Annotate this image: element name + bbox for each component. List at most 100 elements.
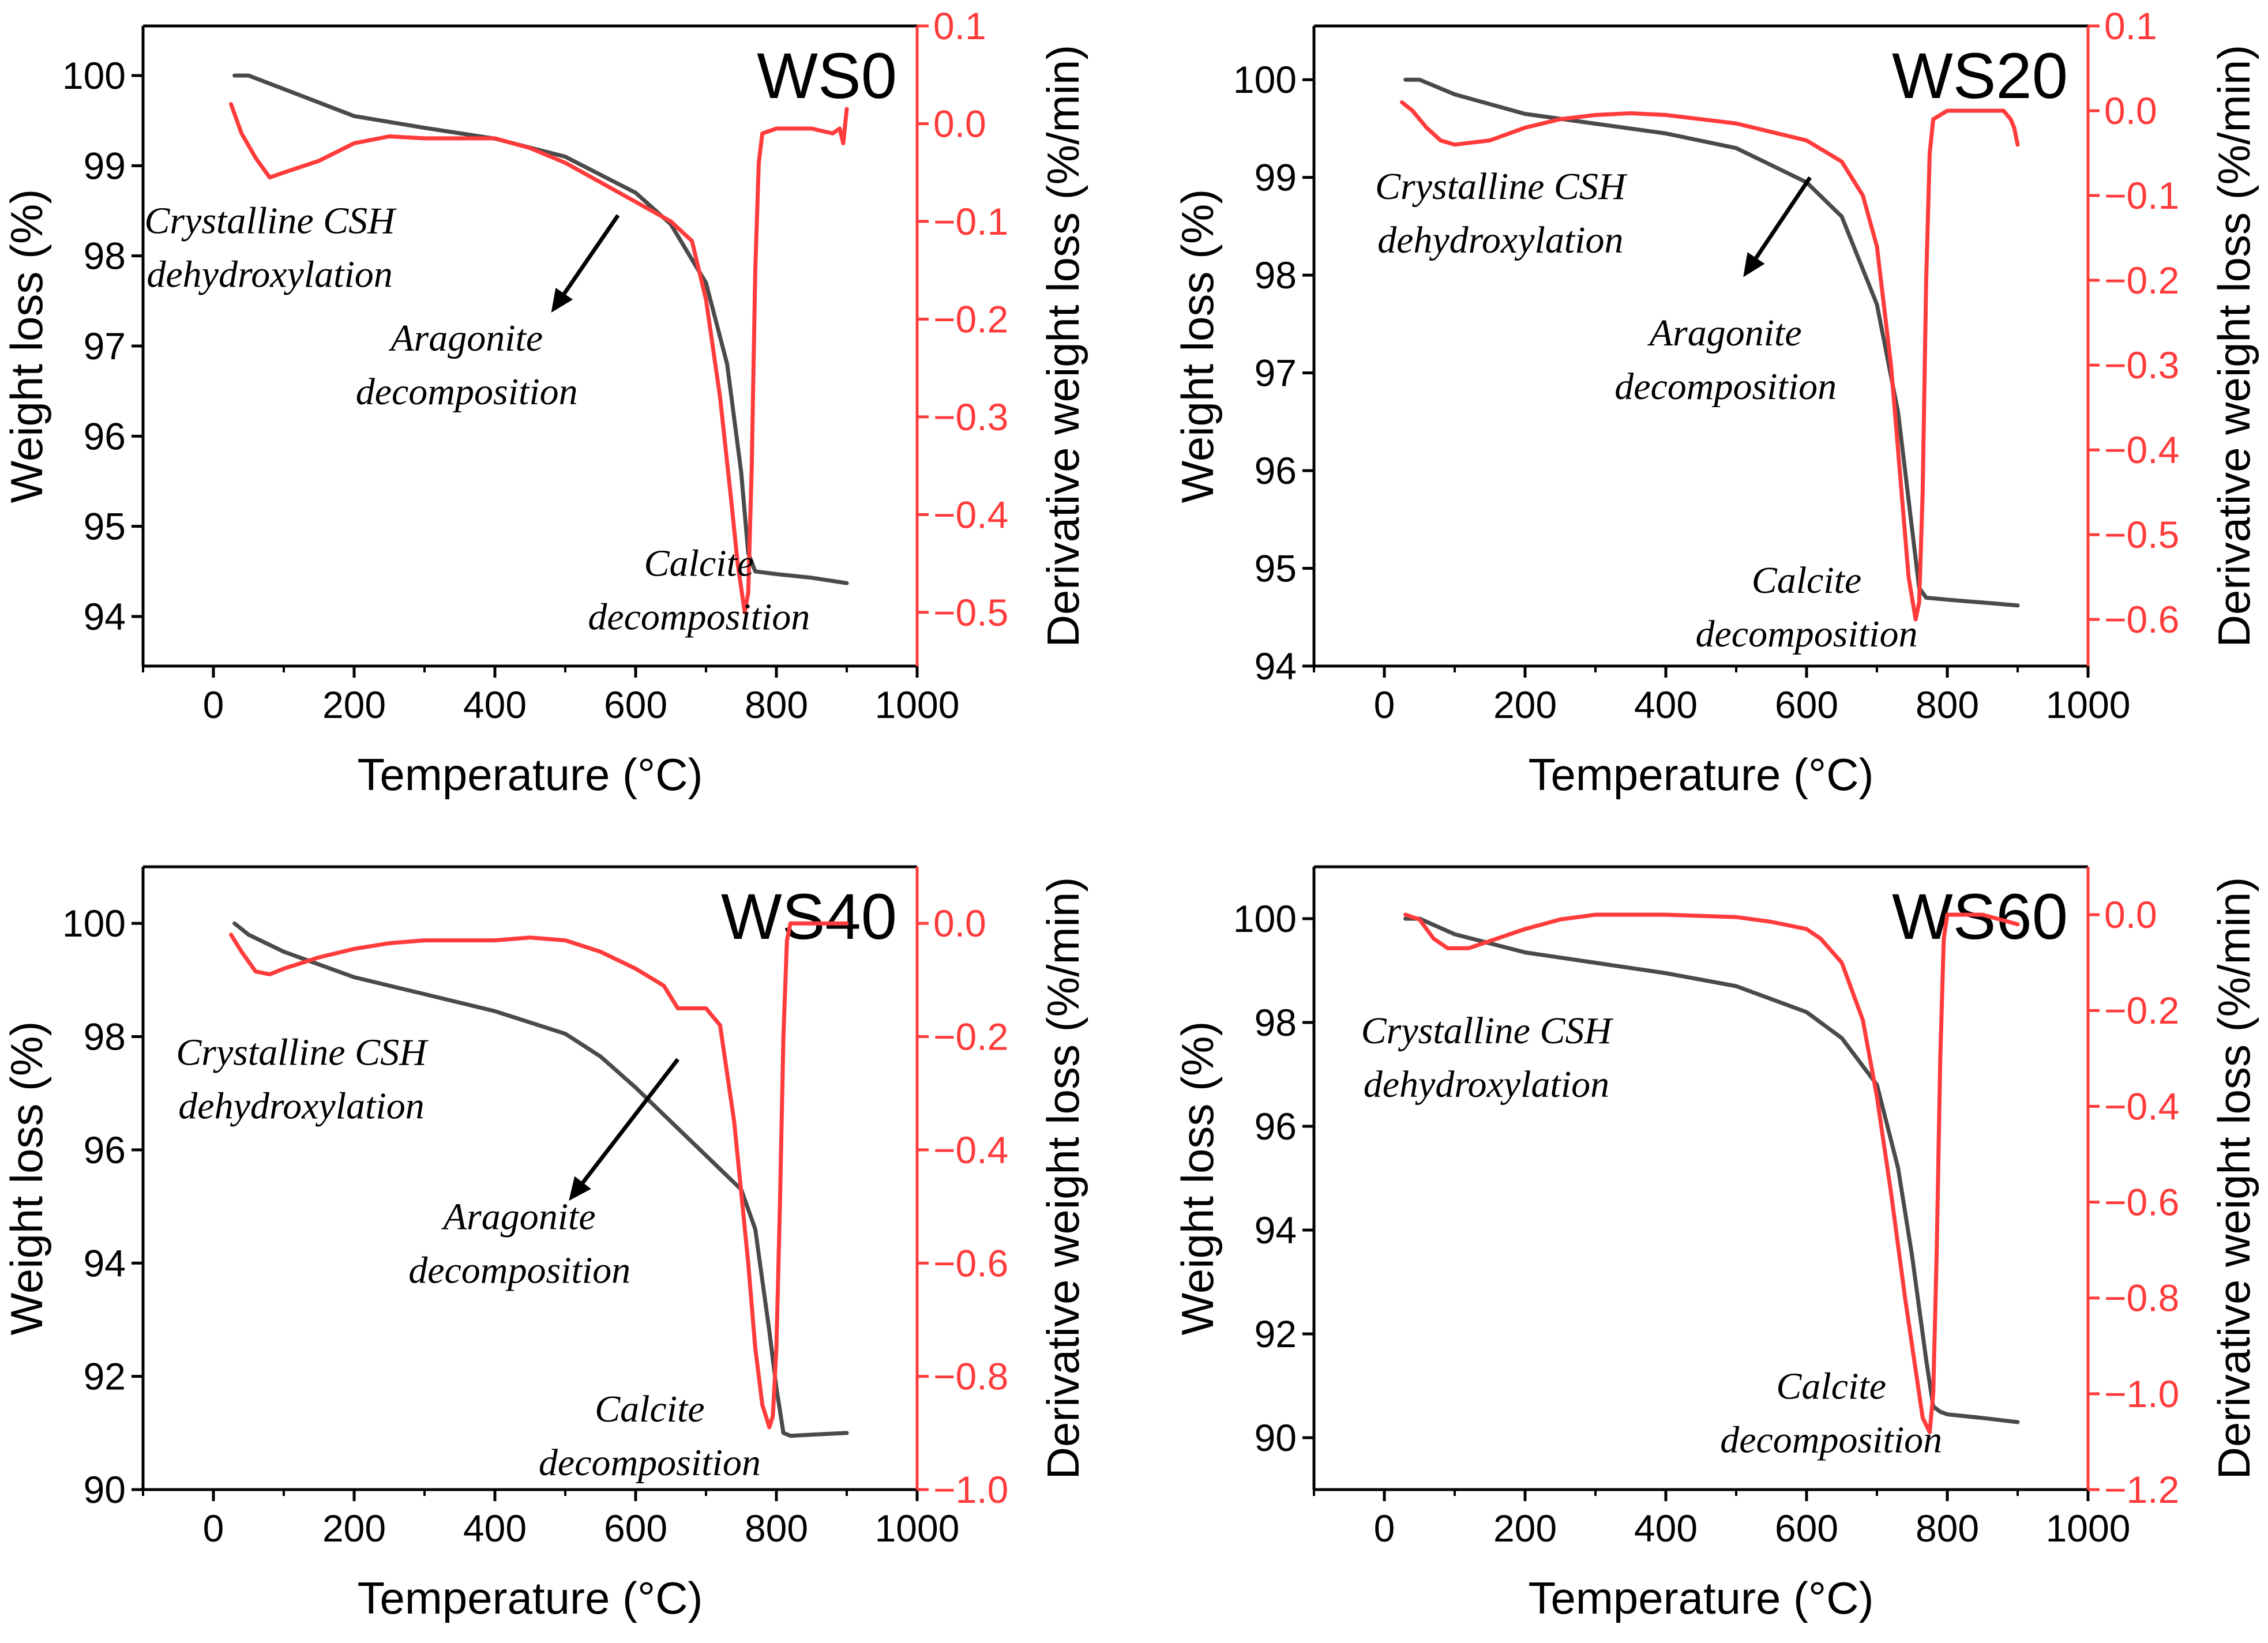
y-left-tick-label: 94 xyxy=(84,595,126,638)
x-tick-label: 800 xyxy=(745,1507,808,1550)
y-right-tick-label: −0.4 xyxy=(2104,1085,2179,1127)
annotation-text: Crystalline CSH xyxy=(1375,166,1628,208)
chart-panel-ws20: 0 200 400 600 800 1000 94 95 96 97 98 99 100 0.1 0.0 −0… xyxy=(1172,5,2259,800)
y-right-tick-label: 0.1 xyxy=(2104,5,2157,47)
y-left-tick-label: 97 xyxy=(1255,352,1297,394)
y-left-tick-label: 95 xyxy=(1255,547,1297,590)
y-right-tick-label: −0.3 xyxy=(933,396,1008,438)
weight-loss-line xyxy=(232,921,849,1438)
y-left-tick-label: 98 xyxy=(1255,1001,1297,1044)
y-right-tick-label: 0.1 xyxy=(933,5,986,47)
y-left-tick-label: 96 xyxy=(84,415,126,457)
y-right-tick-label: −0.4 xyxy=(933,1129,1008,1171)
x-tick-label: 1000 xyxy=(875,1507,960,1550)
x-axis-label: Temperature (°C) xyxy=(357,1573,703,1623)
weight-loss-line xyxy=(232,73,849,585)
y-right-tick-label: −0.4 xyxy=(933,493,1008,536)
derivative-weight-loss-line xyxy=(1403,912,2020,1434)
y-right-axis-label: Derivative weight loss (%/min) xyxy=(1038,45,1088,648)
y-left-tick-label: 99 xyxy=(1255,156,1297,199)
x-tick-label: 200 xyxy=(322,683,386,726)
x-tick-label: 800 xyxy=(1916,683,1979,726)
y-right-tick-label: −0.3 xyxy=(2104,344,2179,386)
derivative-weight-loss-line xyxy=(229,102,849,615)
panel-title: WS20 xyxy=(1892,40,2068,112)
annotation-text: Crystalline CSH xyxy=(144,200,397,242)
arrow-shaft xyxy=(562,214,620,295)
y-left-tick-label: 98 xyxy=(84,235,126,277)
x-tick-label: 0 xyxy=(1374,1507,1395,1550)
y-left-tick-label: 90 xyxy=(1255,1416,1297,1459)
panel-title: WS0 xyxy=(757,40,897,112)
y-left-tick-label: 96 xyxy=(1255,1105,1297,1148)
annotation-text: decomposition xyxy=(588,596,810,638)
x-axis-label: Temperature (°C) xyxy=(357,749,703,800)
y-left-tick-label: 96 xyxy=(1255,449,1297,492)
derivative-weight-loss-line xyxy=(1400,100,2020,622)
annotation-text: dehydroxylation xyxy=(178,1085,424,1127)
arrow-head xyxy=(551,287,573,313)
y-left-tick-label: 100 xyxy=(62,902,126,945)
y-right-tick-label: −0.5 xyxy=(2104,513,2179,556)
x-tick-label: 600 xyxy=(604,683,667,726)
annotation-text: Aragonite xyxy=(441,1195,596,1238)
annotation-text: decomposition xyxy=(1696,613,1918,655)
y-right-axis-label: Derivative weight loss (%/min) xyxy=(1038,877,1088,1480)
y-left-tick-label: 97 xyxy=(84,325,126,367)
y-right-tick-label: 0.0 xyxy=(2104,893,2157,936)
annotation-text: Calcite xyxy=(595,1388,705,1430)
y-right-tick-label: −0.8 xyxy=(2104,1277,2179,1319)
x-axis-label: Temperature (°C) xyxy=(1528,749,1873,800)
y-right-tick-label: −0.8 xyxy=(933,1355,1008,1398)
chart-panel-ws40: 0 200 400 600 800 1000 90 92 94 96 98 100 0.0 −0.2 −0.… xyxy=(1,865,1088,1623)
annotation-text: decomposition xyxy=(408,1249,630,1291)
y-left-tick-label: 90 xyxy=(84,1468,126,1511)
x-tick-label: 0 xyxy=(1374,683,1395,726)
y-right-tick-label: −0.6 xyxy=(2104,598,2179,641)
x-tick-label: 800 xyxy=(745,683,808,726)
annotation-text: Crystalline CSH xyxy=(1361,1010,1614,1052)
y-left-tick-label: 94 xyxy=(1255,1209,1297,1251)
derivative-weight-loss-line xyxy=(229,921,849,1430)
arrow-head xyxy=(1743,252,1765,277)
arrow-head xyxy=(569,1176,591,1201)
x-tick-label: 1000 xyxy=(2046,1507,2131,1550)
x-tick-label: 0 xyxy=(203,683,224,726)
x-tick-label: 1000 xyxy=(875,683,960,726)
y-right-tick-label: −0.2 xyxy=(933,1016,1008,1058)
y-left-tick-label: 98 xyxy=(1255,254,1297,296)
x-tick-label: 400 xyxy=(1634,683,1698,726)
annotation-text: decomposition xyxy=(1614,366,1837,408)
y-left-tick-label: 94 xyxy=(84,1242,126,1284)
panel-title: WS40 xyxy=(721,881,897,953)
y-right-tick-label: −0.2 xyxy=(933,298,1008,340)
x-tick-label: 200 xyxy=(1493,1507,1557,1550)
annotation-text: Calcite xyxy=(644,543,754,585)
y-left-tick-label: 95 xyxy=(84,505,126,548)
y-right-tick-label: 0.0 xyxy=(933,902,986,945)
y-left-tick-label: 98 xyxy=(84,1016,126,1058)
y-right-tick-label: −1.0 xyxy=(933,1468,1008,1511)
y-left-tick-label: 96 xyxy=(84,1129,126,1171)
y-left-tick-label: 94 xyxy=(1255,645,1297,687)
annotation-text: Crystalline CSH xyxy=(176,1032,429,1074)
x-tick-label: 0 xyxy=(203,1507,224,1550)
chart-panel-ws60: 0 200 400 600 800 1000 90 92 94 96 98 100 0.0 −0.2 −0.… xyxy=(1172,865,2259,1623)
y-right-tick-label: −0.5 xyxy=(933,591,1008,634)
y-right-tick-label: −0.6 xyxy=(933,1242,1008,1284)
annotation-text: dehydroxylation xyxy=(147,254,392,296)
annotation-text: decomposition xyxy=(539,1442,761,1484)
y-left-axis-label: Weight loss (%) xyxy=(1,1021,52,1336)
y-right-tick-label: 0.0 xyxy=(933,102,986,145)
y-left-tick-label: 92 xyxy=(84,1355,126,1398)
y-right-tick-label: −0.4 xyxy=(2104,428,2179,471)
y-right-tick-label: −0.1 xyxy=(2104,174,2179,217)
y-right-tick-label: −1.2 xyxy=(2104,1468,2179,1511)
weight-loss-line xyxy=(1403,77,2020,608)
x-tick-label: 400 xyxy=(463,1507,527,1550)
y-right-tick-label: −1.0 xyxy=(2104,1373,2179,1415)
y-left-tick-label: 99 xyxy=(84,144,126,187)
annotation-text: decomposition xyxy=(356,371,578,413)
annotation-text: dehydroxylation xyxy=(1364,1063,1609,1106)
arrow-shaft xyxy=(581,1058,679,1184)
